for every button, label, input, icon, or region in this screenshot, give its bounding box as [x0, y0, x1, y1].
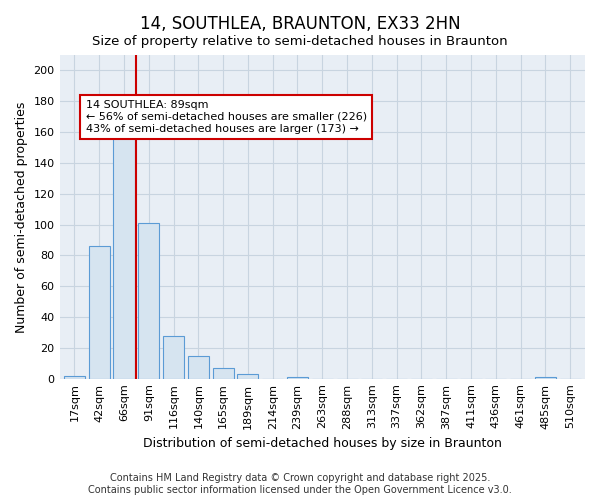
Bar [163, 336, 184, 378]
Bar [535, 377, 556, 378]
Y-axis label: Number of semi-detached properties: Number of semi-detached properties [15, 101, 28, 332]
Bar [212, 368, 233, 378]
Text: Contains HM Land Registry data © Crown copyright and database right 2025.
Contai: Contains HM Land Registry data © Crown c… [88, 474, 512, 495]
Bar [89, 246, 110, 378]
Bar [188, 356, 209, 378]
Bar [287, 377, 308, 378]
Bar [64, 376, 85, 378]
Text: Size of property relative to semi-detached houses in Braunton: Size of property relative to semi-detach… [92, 35, 508, 48]
Text: 14, SOUTHLEA, BRAUNTON, EX33 2HN: 14, SOUTHLEA, BRAUNTON, EX33 2HN [140, 15, 460, 33]
Bar [138, 223, 160, 378]
Bar [238, 374, 259, 378]
Bar [113, 130, 134, 378]
X-axis label: Distribution of semi-detached houses by size in Braunton: Distribution of semi-detached houses by … [143, 437, 502, 450]
Text: 14 SOUTHLEA: 89sqm
← 56% of semi-detached houses are smaller (226)
43% of semi-d: 14 SOUTHLEA: 89sqm ← 56% of semi-detache… [86, 100, 367, 134]
